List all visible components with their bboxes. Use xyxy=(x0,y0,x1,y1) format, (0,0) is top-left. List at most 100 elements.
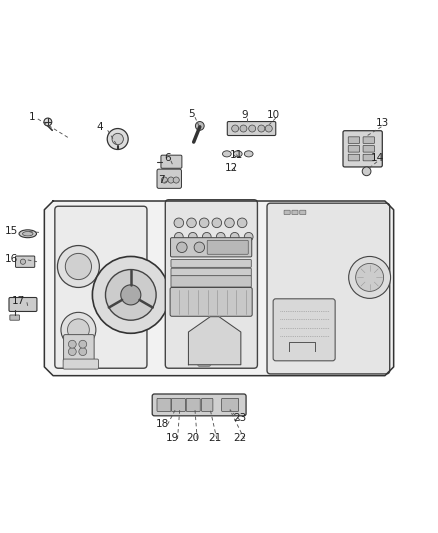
Circle shape xyxy=(168,177,174,183)
Text: 16: 16 xyxy=(5,254,18,264)
FancyBboxPatch shape xyxy=(348,137,360,143)
Circle shape xyxy=(249,125,256,132)
FancyBboxPatch shape xyxy=(157,169,181,188)
FancyBboxPatch shape xyxy=(152,394,246,416)
FancyBboxPatch shape xyxy=(267,203,390,374)
Circle shape xyxy=(216,232,225,241)
Circle shape xyxy=(112,133,124,144)
Circle shape xyxy=(68,348,76,356)
Circle shape xyxy=(194,242,205,253)
Circle shape xyxy=(265,125,272,132)
FancyBboxPatch shape xyxy=(55,206,147,368)
Text: 10: 10 xyxy=(267,110,280,119)
FancyBboxPatch shape xyxy=(348,146,360,152)
FancyBboxPatch shape xyxy=(363,146,374,152)
FancyBboxPatch shape xyxy=(171,260,251,268)
FancyBboxPatch shape xyxy=(284,210,290,215)
Circle shape xyxy=(349,256,391,298)
Ellipse shape xyxy=(223,151,231,157)
Circle shape xyxy=(106,270,156,320)
Text: 20: 20 xyxy=(186,433,199,442)
Ellipse shape xyxy=(233,151,242,157)
Text: 22: 22 xyxy=(233,433,247,442)
FancyBboxPatch shape xyxy=(227,122,276,135)
Text: 17: 17 xyxy=(11,296,25,305)
Circle shape xyxy=(237,218,247,228)
FancyBboxPatch shape xyxy=(363,154,374,161)
Circle shape xyxy=(240,125,247,132)
FancyBboxPatch shape xyxy=(9,297,37,311)
Circle shape xyxy=(174,218,184,228)
Text: 9: 9 xyxy=(241,110,247,119)
Circle shape xyxy=(232,125,239,132)
Text: 19: 19 xyxy=(166,433,179,442)
Circle shape xyxy=(258,125,265,132)
Circle shape xyxy=(68,340,76,348)
Ellipse shape xyxy=(19,230,36,238)
Text: 11: 11 xyxy=(230,150,243,160)
Text: 18: 18 xyxy=(155,419,169,429)
FancyBboxPatch shape xyxy=(201,398,213,411)
Circle shape xyxy=(174,232,183,241)
Circle shape xyxy=(212,218,222,228)
Circle shape xyxy=(244,232,253,241)
Ellipse shape xyxy=(244,151,253,157)
Text: 13: 13 xyxy=(376,118,389,128)
Circle shape xyxy=(79,348,87,356)
FancyBboxPatch shape xyxy=(171,276,251,287)
FancyBboxPatch shape xyxy=(63,359,99,369)
Circle shape xyxy=(177,242,187,253)
FancyBboxPatch shape xyxy=(161,155,182,168)
FancyBboxPatch shape xyxy=(273,299,335,361)
FancyBboxPatch shape xyxy=(363,137,374,143)
Circle shape xyxy=(79,340,87,348)
FancyBboxPatch shape xyxy=(343,131,382,167)
Circle shape xyxy=(107,128,128,149)
FancyBboxPatch shape xyxy=(165,200,258,368)
FancyBboxPatch shape xyxy=(157,398,171,411)
FancyBboxPatch shape xyxy=(186,398,200,411)
FancyBboxPatch shape xyxy=(170,287,252,316)
Circle shape xyxy=(161,177,167,183)
Circle shape xyxy=(187,218,196,228)
Text: 6: 6 xyxy=(164,153,171,163)
Text: 7: 7 xyxy=(159,175,165,185)
Text: 15: 15 xyxy=(5,225,18,236)
FancyBboxPatch shape xyxy=(348,154,360,161)
Ellipse shape xyxy=(22,231,33,236)
Text: 12: 12 xyxy=(225,163,238,173)
Circle shape xyxy=(92,256,169,333)
Circle shape xyxy=(195,122,204,130)
Text: 21: 21 xyxy=(208,433,221,442)
FancyBboxPatch shape xyxy=(292,210,298,215)
FancyBboxPatch shape xyxy=(170,238,252,257)
Polygon shape xyxy=(188,317,241,365)
Circle shape xyxy=(199,218,209,228)
Circle shape xyxy=(362,167,371,176)
Circle shape xyxy=(356,263,384,292)
Text: 4: 4 xyxy=(97,122,103,132)
Text: 14: 14 xyxy=(371,153,384,163)
FancyBboxPatch shape xyxy=(171,398,185,411)
Text: 1: 1 xyxy=(29,112,35,122)
FancyBboxPatch shape xyxy=(222,398,239,411)
Text: 23: 23 xyxy=(233,414,247,423)
Text: 5: 5 xyxy=(189,109,195,119)
FancyBboxPatch shape xyxy=(10,315,19,320)
Circle shape xyxy=(44,118,52,126)
Circle shape xyxy=(188,232,197,241)
Circle shape xyxy=(121,285,141,305)
FancyBboxPatch shape xyxy=(15,256,35,268)
FancyBboxPatch shape xyxy=(171,268,251,276)
Circle shape xyxy=(20,259,25,264)
Circle shape xyxy=(173,177,179,183)
FancyBboxPatch shape xyxy=(64,335,94,362)
FancyBboxPatch shape xyxy=(207,240,248,254)
Circle shape xyxy=(225,218,234,228)
Circle shape xyxy=(57,246,99,287)
Circle shape xyxy=(61,312,96,348)
Circle shape xyxy=(65,253,92,280)
Circle shape xyxy=(230,232,239,241)
FancyBboxPatch shape xyxy=(300,210,306,215)
FancyBboxPatch shape xyxy=(198,338,211,366)
